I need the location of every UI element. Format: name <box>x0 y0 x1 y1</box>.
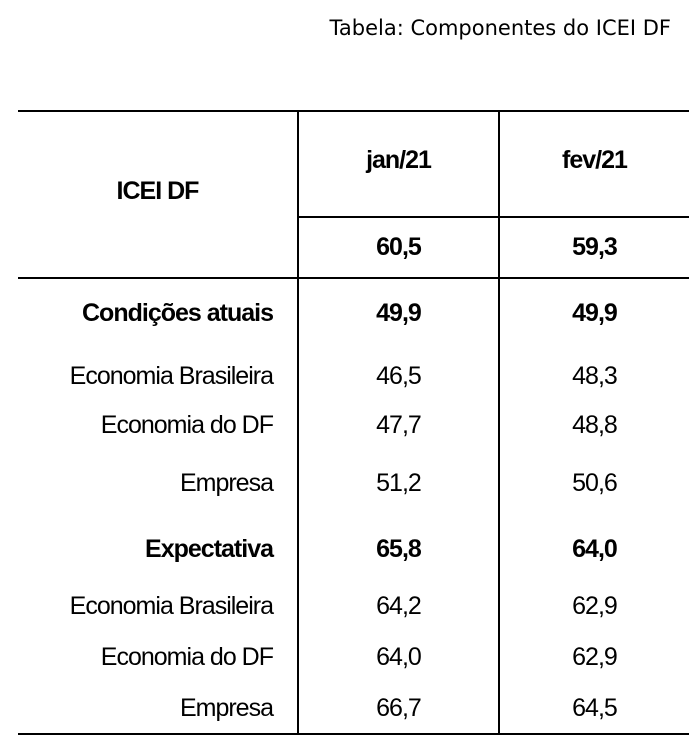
row-value-jan: 47,7 <box>376 411 422 439</box>
header-divider <box>297 216 689 218</box>
row-value-jan: 66,7 <box>376 694 422 722</box>
row-label: Economia do DF <box>100 643 274 671</box>
row-value-jan: 64,2 <box>376 592 422 620</box>
row-value-jan: 46,5 <box>376 362 422 390</box>
column-divider-1 <box>297 111 299 734</box>
row-value-fev: 64,5 <box>572 694 618 722</box>
row-label: Empresa <box>179 694 274 722</box>
row-value-fev: 49,9 <box>572 299 618 327</box>
row-value-jan: 65,8 <box>376 535 422 563</box>
row-label: Empresa <box>179 469 274 497</box>
table-bottom-border <box>18 733 689 735</box>
row-label: Economia Brasileira <box>69 362 274 390</box>
row-label: Economia Brasileira <box>69 592 274 620</box>
column-header-jan: jan/21 <box>366 146 432 174</box>
row-value-jan: 64,0 <box>376 643 422 671</box>
table-top-border <box>18 110 689 112</box>
row-value-fev: 50,6 <box>572 469 618 497</box>
row-value-jan: 51,2 <box>376 469 422 497</box>
row-value-fev: 48,8 <box>572 411 618 439</box>
column-header-fev: fev/21 <box>562 146 628 174</box>
row-value-fev: 62,9 <box>572 643 618 671</box>
row-label: Economia do DF <box>100 411 274 439</box>
total-jan: 60,5 <box>376 233 422 261</box>
column-divider-2 <box>498 111 500 734</box>
row-value-jan: 49,9 <box>376 299 422 327</box>
header-label: ICEI DF <box>116 177 200 205</box>
row-value-fev: 64,0 <box>572 535 618 563</box>
row-label: Condições atuais <box>82 299 274 327</box>
table-title: Tabela: Componentes do ICEI DF <box>329 16 671 40</box>
row-value-fev: 48,3 <box>572 362 618 390</box>
total-fev: 59,3 <box>572 233 618 261</box>
header-bottom-border <box>18 277 689 279</box>
row-label: Expectativa <box>145 535 274 563</box>
row-value-fev: 62,9 <box>572 592 618 620</box>
